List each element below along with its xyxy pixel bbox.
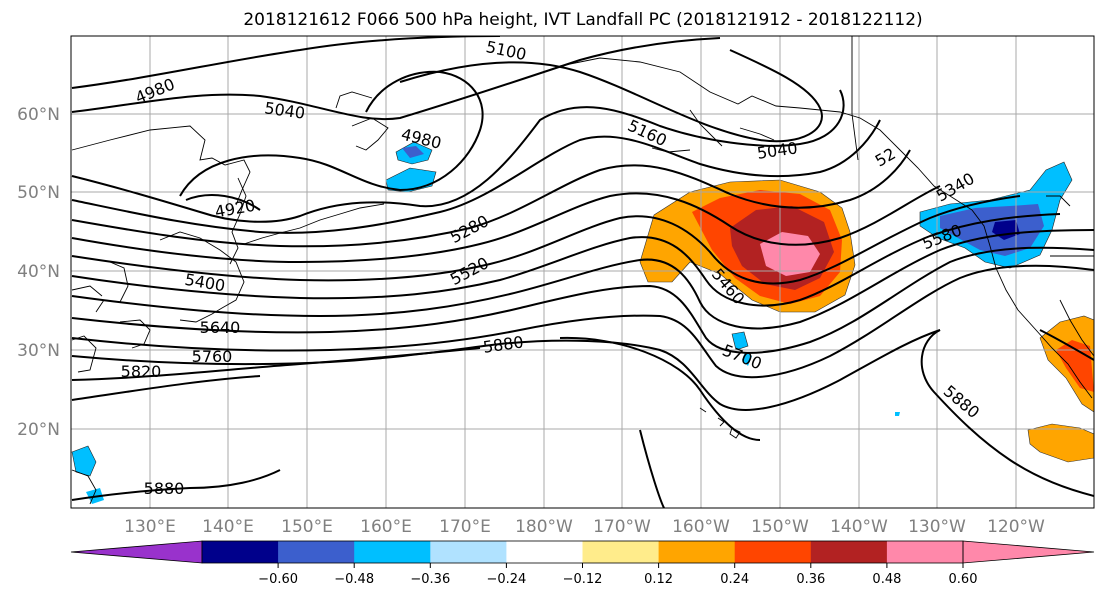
coastlines (71, 36, 1094, 505)
colorbar-cell (354, 541, 431, 563)
lon-label: 150°W (751, 517, 809, 537)
colorbar-tick-label: −0.24 (486, 572, 526, 587)
contour-line (71, 469, 281, 501)
ivt-shade-patch (1027, 423, 1094, 463)
contour-line (71, 264, 1094, 379)
lat-label: 20°N (17, 420, 60, 440)
contour-line (559, 336, 761, 441)
contour-line (71, 36, 501, 89)
colorbar-cell (658, 541, 736, 563)
lon-label: 140°E (202, 517, 254, 537)
contour-line (71, 89, 845, 223)
ivt-shade-patch (1056, 340, 1094, 392)
colorbar-cell (278, 541, 355, 563)
lon-label: 140°W (830, 517, 888, 537)
colorbar-tick-label: −0.36 (410, 572, 450, 587)
map-area: 4980 5100 5040 4980 5160 5040 52 5340 49… (71, 36, 1094, 508)
lon-label: 170°E (439, 517, 491, 537)
lon-label: 130°W (908, 517, 966, 537)
colorbar-cells (70, 540, 1095, 564)
ivt-shade-patch (742, 352, 752, 366)
contour-line (71, 246, 1094, 354)
colorbar-tick-label: 0.24 (720, 572, 749, 587)
contour-line (71, 347, 481, 381)
contour-line (71, 195, 1021, 285)
contour-line (71, 149, 911, 248)
colorbar-cell (582, 541, 660, 563)
ivt-shade-patch (895, 412, 900, 416)
latitude-labels: 60°N 50°N 40°N 30°N 20°N (17, 105, 60, 440)
colorbar-cell (506, 541, 583, 563)
lat-label: 60°N (17, 105, 60, 125)
ivt-shade-patch (731, 331, 749, 351)
lon-label: 130°E (124, 517, 176, 537)
lon-label: 120°W (987, 517, 1045, 537)
contour-label: 5640 (200, 318, 241, 337)
map-frame (70, 35, 1095, 509)
colorbar-tick-label: −0.48 (334, 572, 374, 587)
contour-line (1039, 329, 1094, 361)
contour-label: 5880 (144, 479, 185, 498)
contour-line (71, 37, 721, 121)
lat-label: 30°N (17, 341, 60, 361)
lon-label: 160°E (360, 517, 412, 537)
lon-label: 180°W (515, 517, 573, 537)
contour-line (71, 185, 941, 264)
contour-line (71, 213, 1061, 307)
contour-line (71, 119, 881, 234)
lon-label: 170°W (593, 517, 651, 537)
colorbar-tick-label: 0.48 (872, 572, 901, 587)
contour-line (179, 70, 484, 197)
colorbar: −0.60 −0.48 −0.36 −0.24 −0.12 0.12 0.24 0.36 0.4… (70, 540, 1095, 587)
contour-line (639, 429, 665, 508)
ivt-shade-patch (402, 146, 424, 158)
longitude-labels: 130°E 140°E 150°E 160°E 170°E 180°W 170°… (124, 517, 1045, 537)
colorbar-cell (430, 541, 507, 563)
contour-line (920, 329, 1094, 497)
colorbar-tick-label: 0.12 (644, 572, 673, 587)
lon-label: 160°W (672, 517, 730, 537)
contour-line (399, 49, 823, 143)
colorbar-extend-max (962, 540, 1095, 564)
height-contours (71, 36, 1094, 508)
contour-line (185, 194, 261, 211)
map-title: 2018121612 F066 500 hPa height, IVT Land… (243, 10, 922, 30)
colorbar-ticks: −0.60 −0.48 −0.36 −0.24 −0.12 0.12 0.24 0.36 0.4… (258, 563, 977, 587)
colorbar-cell (886, 541, 964, 563)
colorbar-tick-label: 0.60 (949, 572, 978, 587)
colorbar-extend-min (70, 540, 203, 564)
contour-label: 5820 (121, 362, 162, 381)
colorbar-cell (202, 541, 279, 563)
contour-line (71, 375, 261, 401)
colorbar-tick-label: 0.36 (796, 572, 825, 587)
lon-label: 150°E (281, 517, 333, 537)
lat-label: 50°N (17, 183, 60, 203)
lat-label: 40°N (17, 262, 60, 282)
colorbar-tick-label: −0.12 (563, 572, 603, 587)
ivt-shade-patch (71, 445, 97, 477)
colorbar-cell (810, 541, 888, 563)
colorbar-tick-label: −0.60 (258, 572, 298, 587)
contour-line (71, 229, 1094, 330)
contour-label: 5760 (192, 347, 233, 366)
colorbar-cell (734, 541, 812, 563)
